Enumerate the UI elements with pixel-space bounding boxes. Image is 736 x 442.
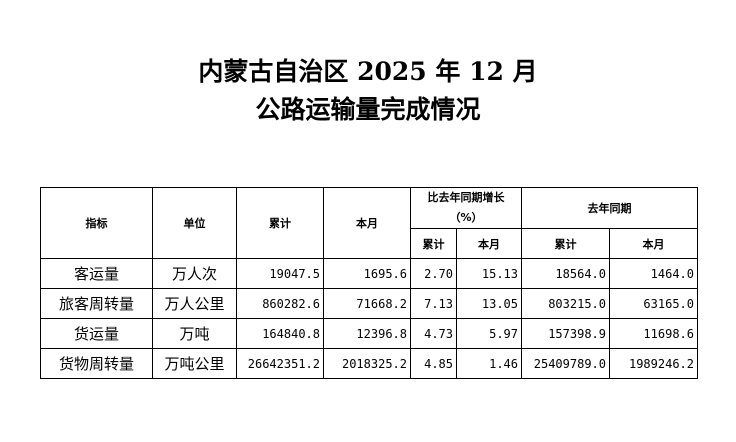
row-value: 12396.8 [323, 318, 411, 349]
row-unit: 万人次 [152, 258, 237, 289]
row-value: 4.85 [410, 348, 457, 379]
row-unit: 万吨 [152, 318, 237, 349]
row-value: 5.97 [456, 318, 522, 349]
sub-header: 本月 [609, 228, 698, 259]
sub-header: 累计 [521, 228, 610, 259]
table-row: 旅客周转量 万人公里 860282.6 71668.2 7.13 13.05 803215.… [40, 288, 698, 319]
row-value: 803215.0 [521, 288, 610, 319]
transport-table: 指标 单位 累计 本月 比去年同期增长 （%） 去年同期 累计 本月 累计 本月 … [40, 187, 698, 379]
row-value: 25409789.0 [521, 348, 610, 379]
header-cumulative: 累计 [236, 187, 324, 259]
growth-label: 比去年同期增长 [427, 191, 505, 204]
header-growth: 比去年同期增长 （%） [410, 187, 522, 229]
header-indicator: 指标 [40, 187, 153, 259]
row-value: 157398.9 [521, 318, 610, 349]
row-value: 1989246.2 [609, 348, 698, 379]
row-value: 71668.2 [323, 288, 411, 319]
row-value: 2.70 [410, 258, 457, 289]
sub-header: 累计 [410, 228, 457, 259]
row-name: 客运量 [40, 258, 153, 289]
row-value: 11698.6 [609, 318, 698, 349]
page-title: 内蒙古自治区 2025 年 12 月 [198, 57, 538, 86]
row-name: 货物周转量 [40, 348, 153, 379]
row-value: 13.05 [456, 288, 522, 319]
row-value: 4.73 [410, 318, 457, 349]
row-value: 1464.0 [609, 258, 698, 289]
row-value: 19047.5 [236, 258, 324, 289]
header-month: 本月 [323, 187, 411, 259]
row-unit: 万吨公里 [152, 348, 237, 379]
row-name: 旅客周转量 [40, 288, 153, 319]
row-unit: 万人公里 [152, 288, 237, 319]
row-value: 18564.0 [521, 258, 610, 289]
header-unit: 单位 [152, 187, 237, 259]
page-subtitle: 公路运输量完成情况 [255, 95, 481, 124]
header-last-year: 去年同期 [521, 187, 698, 229]
row-value: 164840.8 [236, 318, 324, 349]
row-value: 15.13 [456, 258, 522, 289]
row-value: 63165.0 [609, 288, 698, 319]
row-value: 2018325.2 [323, 348, 411, 379]
row-value: 26642351.2 [236, 348, 324, 379]
row-name: 货运量 [40, 318, 153, 349]
table-row: 货运量 万吨 164840.8 12396.8 4.73 5.97 157398.9 1169… [40, 318, 698, 349]
row-value: 7.13 [410, 288, 457, 319]
row-value: 1.46 [456, 348, 522, 379]
table-row: 客运量 万人次 19047.5 1695.6 2.70 15.13 18564.0 1464.… [40, 258, 698, 289]
table-row: 货物周转量 万吨公里 26642351.2 2018325.2 4.85 1.46 2540… [40, 348, 698, 379]
sub-header: 本月 [456, 228, 522, 259]
row-value: 1695.6 [323, 258, 411, 289]
growth-unit: （%） [449, 211, 483, 224]
row-value: 860282.6 [236, 288, 324, 319]
